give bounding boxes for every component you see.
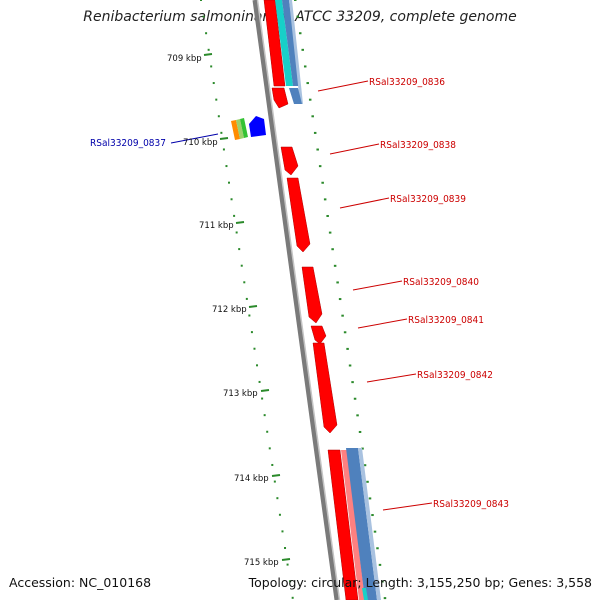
label-rsal33209-0837[interactable]: RSal33209_0837	[90, 138, 166, 149]
topology-text: Topology: circular; Length: 3,155,250 bp…	[248, 575, 592, 590]
cds-rsal33209-0837[interactable]	[231, 116, 266, 140]
map-title: Renibacterium salmoninarum ATCC 33209, c…	[83, 9, 517, 25]
cds-rsal33209-0840[interactable]	[301, 266, 323, 324]
label-rsal33209-0842[interactable]: RSal33209_0842	[417, 370, 493, 381]
tick-label-711: 711 kbp	[199, 221, 234, 231]
tick-label-714: 714 kbp	[234, 474, 269, 484]
accession-text: Accession: NC_010168	[9, 575, 152, 590]
label-rsal33209-0843[interactable]: RSal33209_0843	[433, 499, 509, 510]
inner-tick-track	[294, 0, 387, 600]
forward-cds	[280, 146, 359, 600]
tick-label-715: 715 kbp	[244, 558, 279, 568]
outer-tick-track	[200, 0, 294, 599]
feature-labels: RSal33209_0836 RSal33209_0837 RSal33209_…	[90, 77, 509, 510]
kbp-ticks: 709 kbp 710 kbp 711 kbp 712 kbp 713 kbp …	[167, 53, 291, 568]
tick-label-712: 712 kbp	[212, 305, 247, 315]
label-rsal33209-0841[interactable]: RSal33209_0841	[408, 315, 484, 326]
label-rsal33209-0839[interactable]: RSal33209_0839	[390, 194, 466, 205]
cds-rsal33209-0843[interactable]	[327, 449, 359, 600]
genome-backbone	[252, 0, 340, 600]
label-rsal33209-0838[interactable]: RSal33209_0838	[380, 140, 456, 151]
tick-label-713: 713 kbp	[223, 389, 258, 399]
cds-rsal33209-0841[interactable]	[310, 325, 327, 345]
gene-track-0843	[341, 448, 381, 600]
cds-rsal33209-0839[interactable]	[286, 177, 311, 253]
label-leaders	[170, 80, 433, 511]
cds-rsal33209-0842[interactable]	[312, 342, 338, 434]
tick-label-710: 710 kbp	[183, 138, 218, 148]
label-rsal33209-0836[interactable]: RSal33209_0836	[369, 77, 445, 88]
tick-label-709: 709 kbp	[167, 54, 202, 64]
top-gene-segments	[263, 0, 303, 109]
cds-rsal33209-0838[interactable]	[280, 146, 299, 176]
label-rsal33209-0840[interactable]: RSal33209_0840	[403, 277, 479, 288]
